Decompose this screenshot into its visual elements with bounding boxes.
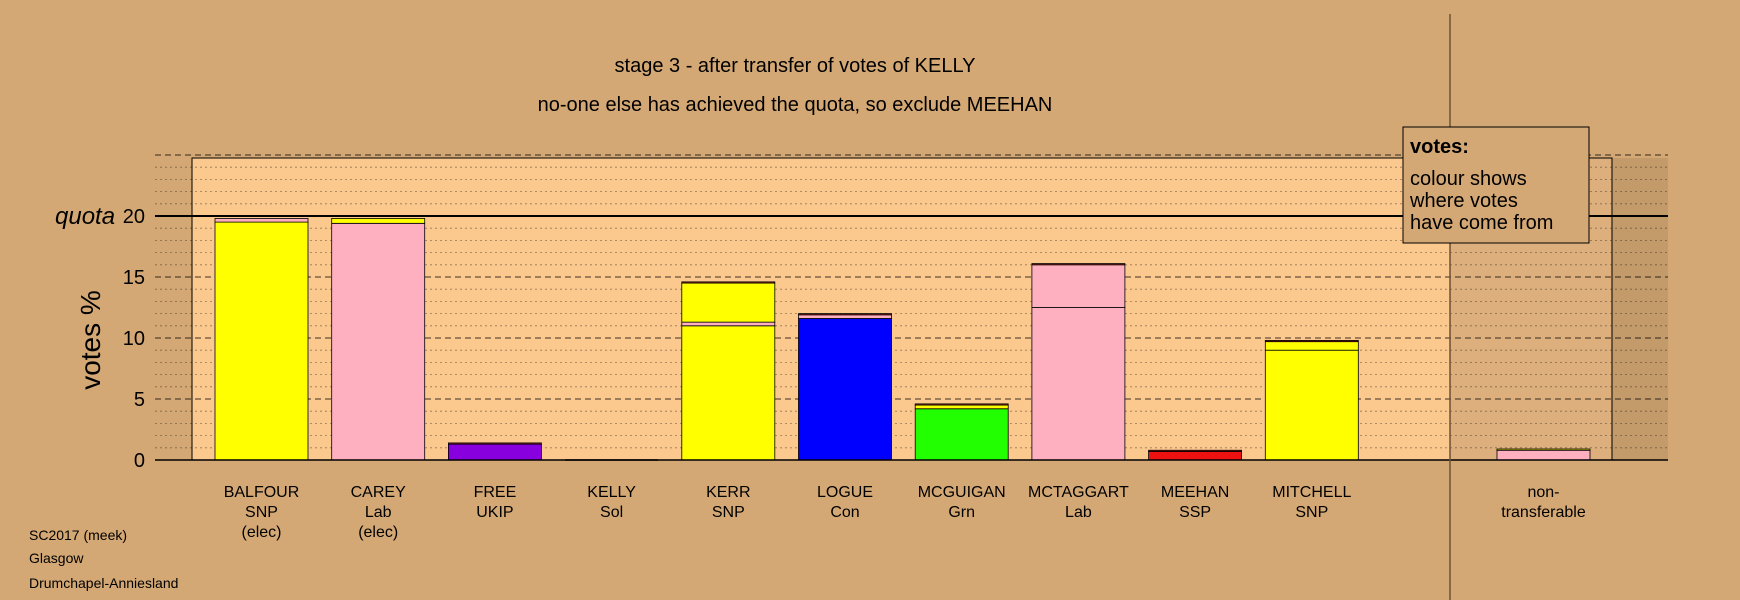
y-axis-label: votes % [75, 290, 106, 390]
bar-logue-segment-0 [798, 318, 892, 461]
bars [214, 218, 1591, 461]
candidate-logue-label-0: LOGUE [817, 484, 873, 501]
bar-mcguigan-segment-2 [914, 403, 1009, 406]
bar-balfour-segment-0 [214, 221, 309, 461]
footer-line-1: SC2017 (meek) [29, 527, 127, 543]
candidate-logue-label-1: Con [830, 504, 859, 521]
y-tick-label: 20 [123, 206, 145, 228]
bar-kerr-segment-2 [681, 282, 776, 323]
candidate-mitchell-label-0: MITCHELL [1272, 484, 1351, 501]
bar-mcguigan-segment-1 [914, 404, 1009, 410]
bar-nontransferable-segment-0 [1496, 449, 1591, 461]
nontransferable-label-0: non- [1527, 484, 1559, 501]
legend-line-1: colour shows [1410, 168, 1527, 190]
candidate-meehan-label-1: SSP [1179, 504, 1211, 521]
footer-line-3: Drumchapel-Anniesland [29, 575, 178, 591]
outer-shade [1612, 158, 1668, 460]
legend-line-3: have come from [1410, 212, 1553, 234]
candidate-balfour-label-2: (elec) [241, 524, 281, 541]
candidate-balfour-label-1: SNP [245, 504, 278, 521]
bar-mctaggart-segment-2 [1031, 263, 1126, 266]
bar-mitchell-segment-2 [1264, 340, 1359, 343]
legend-title: votes: [1410, 136, 1469, 158]
candidate-carey-label-0: CAREY [351, 484, 406, 501]
bar-kerr-segment-3 [681, 281, 776, 284]
nontransferable-label-1: transferable [1501, 504, 1586, 521]
y-tick-label: 10 [123, 328, 145, 350]
bar-free-segment-0 [447, 443, 542, 461]
bar-logue-segment-2 [798, 313, 892, 316]
candidate-kelly-label-0: KELLY [587, 484, 636, 501]
chart-title: stage 3 - after transfer of votes of KEL… [615, 55, 976, 77]
candidate-mcguigan-label-0: MCGUIGAN [918, 484, 1006, 501]
legend-line-2: where votes [1409, 190, 1518, 212]
bar-mitchell-segment-1 [1264, 341, 1359, 351]
y-tick-label: 5 [134, 389, 145, 411]
candidate-mcguigan-label-1: Grn [948, 504, 975, 521]
bar-carey-segment-1 [331, 218, 426, 224]
candidate-free-label-1: UKIP [476, 504, 513, 521]
y-tick-labels: 0 5 10 15 20 [123, 206, 145, 472]
candidate-kerr-label-1: SNP [712, 504, 745, 521]
bar-mctaggart-segment-1 [1031, 264, 1126, 308]
candidate-mctaggart-label-0: MCTAGGART [1028, 484, 1129, 501]
legend: votes: colour shows where votes have com… [1402, 126, 1590, 244]
candidate-labels: BALFOUR SNP (elec) CAREY Lab (elec) FREE UKIP KE… [224, 484, 1586, 541]
candidate-mctaggart-label-1: Lab [1065, 504, 1092, 521]
quota-label: quota [55, 203, 115, 230]
bar-meehan-segment-1 [1148, 449, 1242, 452]
chart-subtitle: no-one else has achieved the quota, so e… [538, 94, 1053, 116]
y-tick-label: 0 [134, 450, 145, 472]
footer-line-2: Glasgow [29, 550, 84, 566]
bar-mcguigan-segment-0 [914, 408, 1009, 461]
bar-kerr-segment-0 [681, 325, 776, 461]
candidate-mitchell-label-1: SNP [1295, 504, 1328, 521]
bar-meehan-segment-0 [1148, 451, 1242, 461]
plot-background [191, 157, 1613, 461]
candidate-carey-label-2: (elec) [358, 524, 398, 541]
candidate-kerr-label-0: KERR [706, 484, 750, 501]
legend-box [1402, 126, 1590, 244]
bar-logue-segment-1 [798, 314, 892, 319]
bar-kerr-segment-1 [681, 321, 776, 327]
bar-mitchell-segment-0 [1264, 349, 1359, 461]
bar-free-segment-1 [447, 442, 542, 445]
candidate-carey-label-1: Lab [365, 504, 392, 521]
y-tick-label: 15 [123, 267, 145, 289]
bar-nontransferable-segment-1 [1496, 448, 1591, 451]
bar-carey-segment-0 [331, 222, 426, 461]
bar-balfour-segment-1 [214, 218, 309, 223]
candidate-kelly-label-1: Sol [600, 504, 623, 521]
bar-mctaggart-segment-0 [1031, 307, 1126, 461]
candidate-meehan-label-0: MEEHAN [1161, 484, 1229, 501]
candidate-balfour-label-0: BALFOUR [224, 484, 300, 501]
candidate-free-label-0: FREE [474, 484, 517, 501]
